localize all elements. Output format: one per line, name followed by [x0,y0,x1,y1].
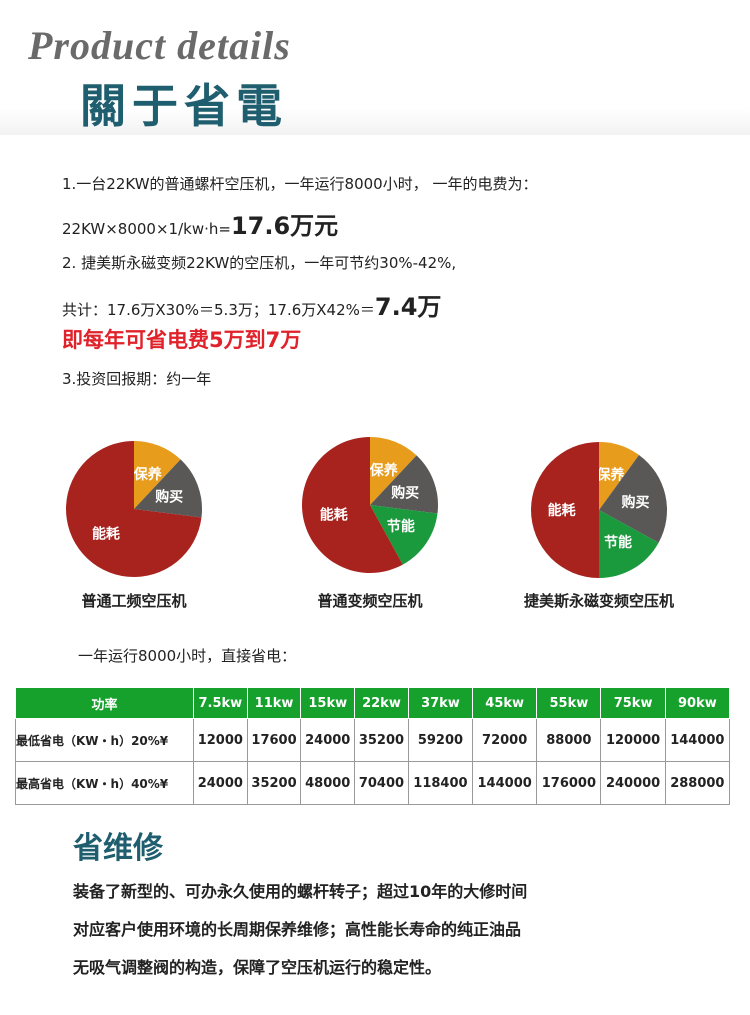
text-line: 共计：17.6万X30%＝5.3万；17.6万X42%＝7.4万 [62,287,441,322]
table-body: 最低省电（KW・h）20%¥ 12000 17600 24000 35200 59200 7… [15,718,731,805]
pie-slice [134,441,181,509]
table-intro: 一年运行8000小时，直接省电： [78,647,297,665]
header-cell: 15kw [300,687,356,719]
slice-label: 保养 [596,466,626,483]
cell: 35200 [246,761,302,805]
slice-label: 能耗 [548,502,576,519]
header-cell: 45kw [472,687,538,719]
row-label: 最低省电（KW・h）20%¥ [15,718,194,762]
cell: 48000 [300,761,356,805]
slice-label: 节能 [387,518,415,535]
pie-slice [370,455,438,514]
cell: 144000 [472,761,538,805]
title-en: Product details [28,23,291,68]
cell: 35200 [354,718,409,762]
table: 功率 7.5kw 11kw 15kw 22kw 37kw 45kw 55kw 75kw 90kw 最… [15,687,731,805]
slice-label: 购买 [621,494,649,511]
pie-slice [599,510,659,578]
slice-label: 能耗 [92,526,120,543]
pie-slice [370,505,438,565]
pie-slice [302,437,403,573]
pies: 保养购买能耗普通工频空压机保养购买节能能耗普通变频空压机保养购买节能能耗捷美斯永… [66,437,674,610]
pie-slice [599,442,639,510]
cell: 288000 [664,761,731,805]
cell: 118400 [407,761,474,805]
text: 共计：17.6万X30%＝5.3万；17.6万X42%＝ [62,301,375,319]
section-title: 省维修 [73,831,163,866]
text-line: 22KW×8000×1/kw·h=17.6万元 [62,206,338,241]
pie-slice [599,454,668,543]
header-cell: 90kw [664,687,731,719]
cell: 176000 [536,761,602,805]
cell: 70400 [354,761,409,805]
cell: 59200 [407,718,474,762]
title: 關于省電 [80,79,288,133]
text-line: 对应客户使用环境的长周期保养维修；高性能长寿命的纯正油品 [73,920,522,939]
cell: 72000 [472,718,538,762]
pie-caption: 普通工频空压机 [81,592,186,610]
text-line: 无吸气调整阀的构造，保障了空压机运行的稳定性。 [73,958,442,977]
cell: 144000 [664,718,731,762]
cell: 12000 [192,718,248,762]
header-band [0,0,750,135]
slice-label: 保养 [369,462,399,479]
value: 17.6万元 [230,212,339,240]
pie-slice [134,459,202,518]
slice-label: 保养 [133,466,163,483]
cell: 24000 [300,718,356,762]
slice-label: 购买 [391,484,419,501]
row-label: 最高省电（KW・h）40%¥ [15,761,194,805]
slice-label: 购买 [155,488,183,505]
text-line: 1.一台22KW的普通螺杆空压机，一年运行8000小时， 一年的电费为： [62,175,538,193]
cell: 120000 [600,718,666,762]
pie-caption: 普通变频空压机 [317,592,422,610]
text-line: 装备了新型的、可办永久使用的螺杆转子；超过10年的大修时间 [73,882,528,901]
slice-label: 节能 [604,534,632,551]
cell: 17600 [246,718,302,762]
pie-slice [370,437,417,505]
slice-label: 能耗 [320,506,348,523]
value: 7.4万 [374,293,442,321]
table-head: 功率 7.5kw 11kw 15kw 22kw 37kw 45kw 55kw 75kw 90kw [15,687,731,719]
cell: 240000 [600,761,666,805]
text: 22KW×8000×1/kw·h= [62,220,231,238]
header-cell: 11kw [246,687,302,719]
header-cell: 75kw [600,687,666,719]
table-row: 最低省电（KW・h）20%¥ 12000 17600 24000 35200 59200 7… [15,718,731,762]
header-cell: 功率 [15,687,194,719]
text-line: 3.投资回报期：约一年 [62,370,212,388]
pie-slice [66,441,202,577]
cell: 24000 [192,761,248,805]
highlight: 即每年可省电费5万到7万 [62,328,302,352]
header-row: 功率 7.5kw 11kw 15kw 22kw 37kw 45kw 55kw 75kw 90kw [15,687,731,719]
pie-caption: 捷美斯永磁变频空压机 [524,592,674,610]
header-cell: 7.5kw [192,687,248,719]
pie-slice [531,442,599,578]
header-cell: 55kw [536,687,602,719]
table-row: 最高省电（KW・h）40%¥ 24000 35200 48000 70400 118400… [15,761,731,805]
cell: 88000 [536,718,602,762]
header-cell: 37kw [407,687,474,719]
text-line: 2. 捷美斯永磁变频22KW的空压机，一年可节约30%-42%, [62,254,457,272]
header-cell: 22kw [354,687,409,719]
